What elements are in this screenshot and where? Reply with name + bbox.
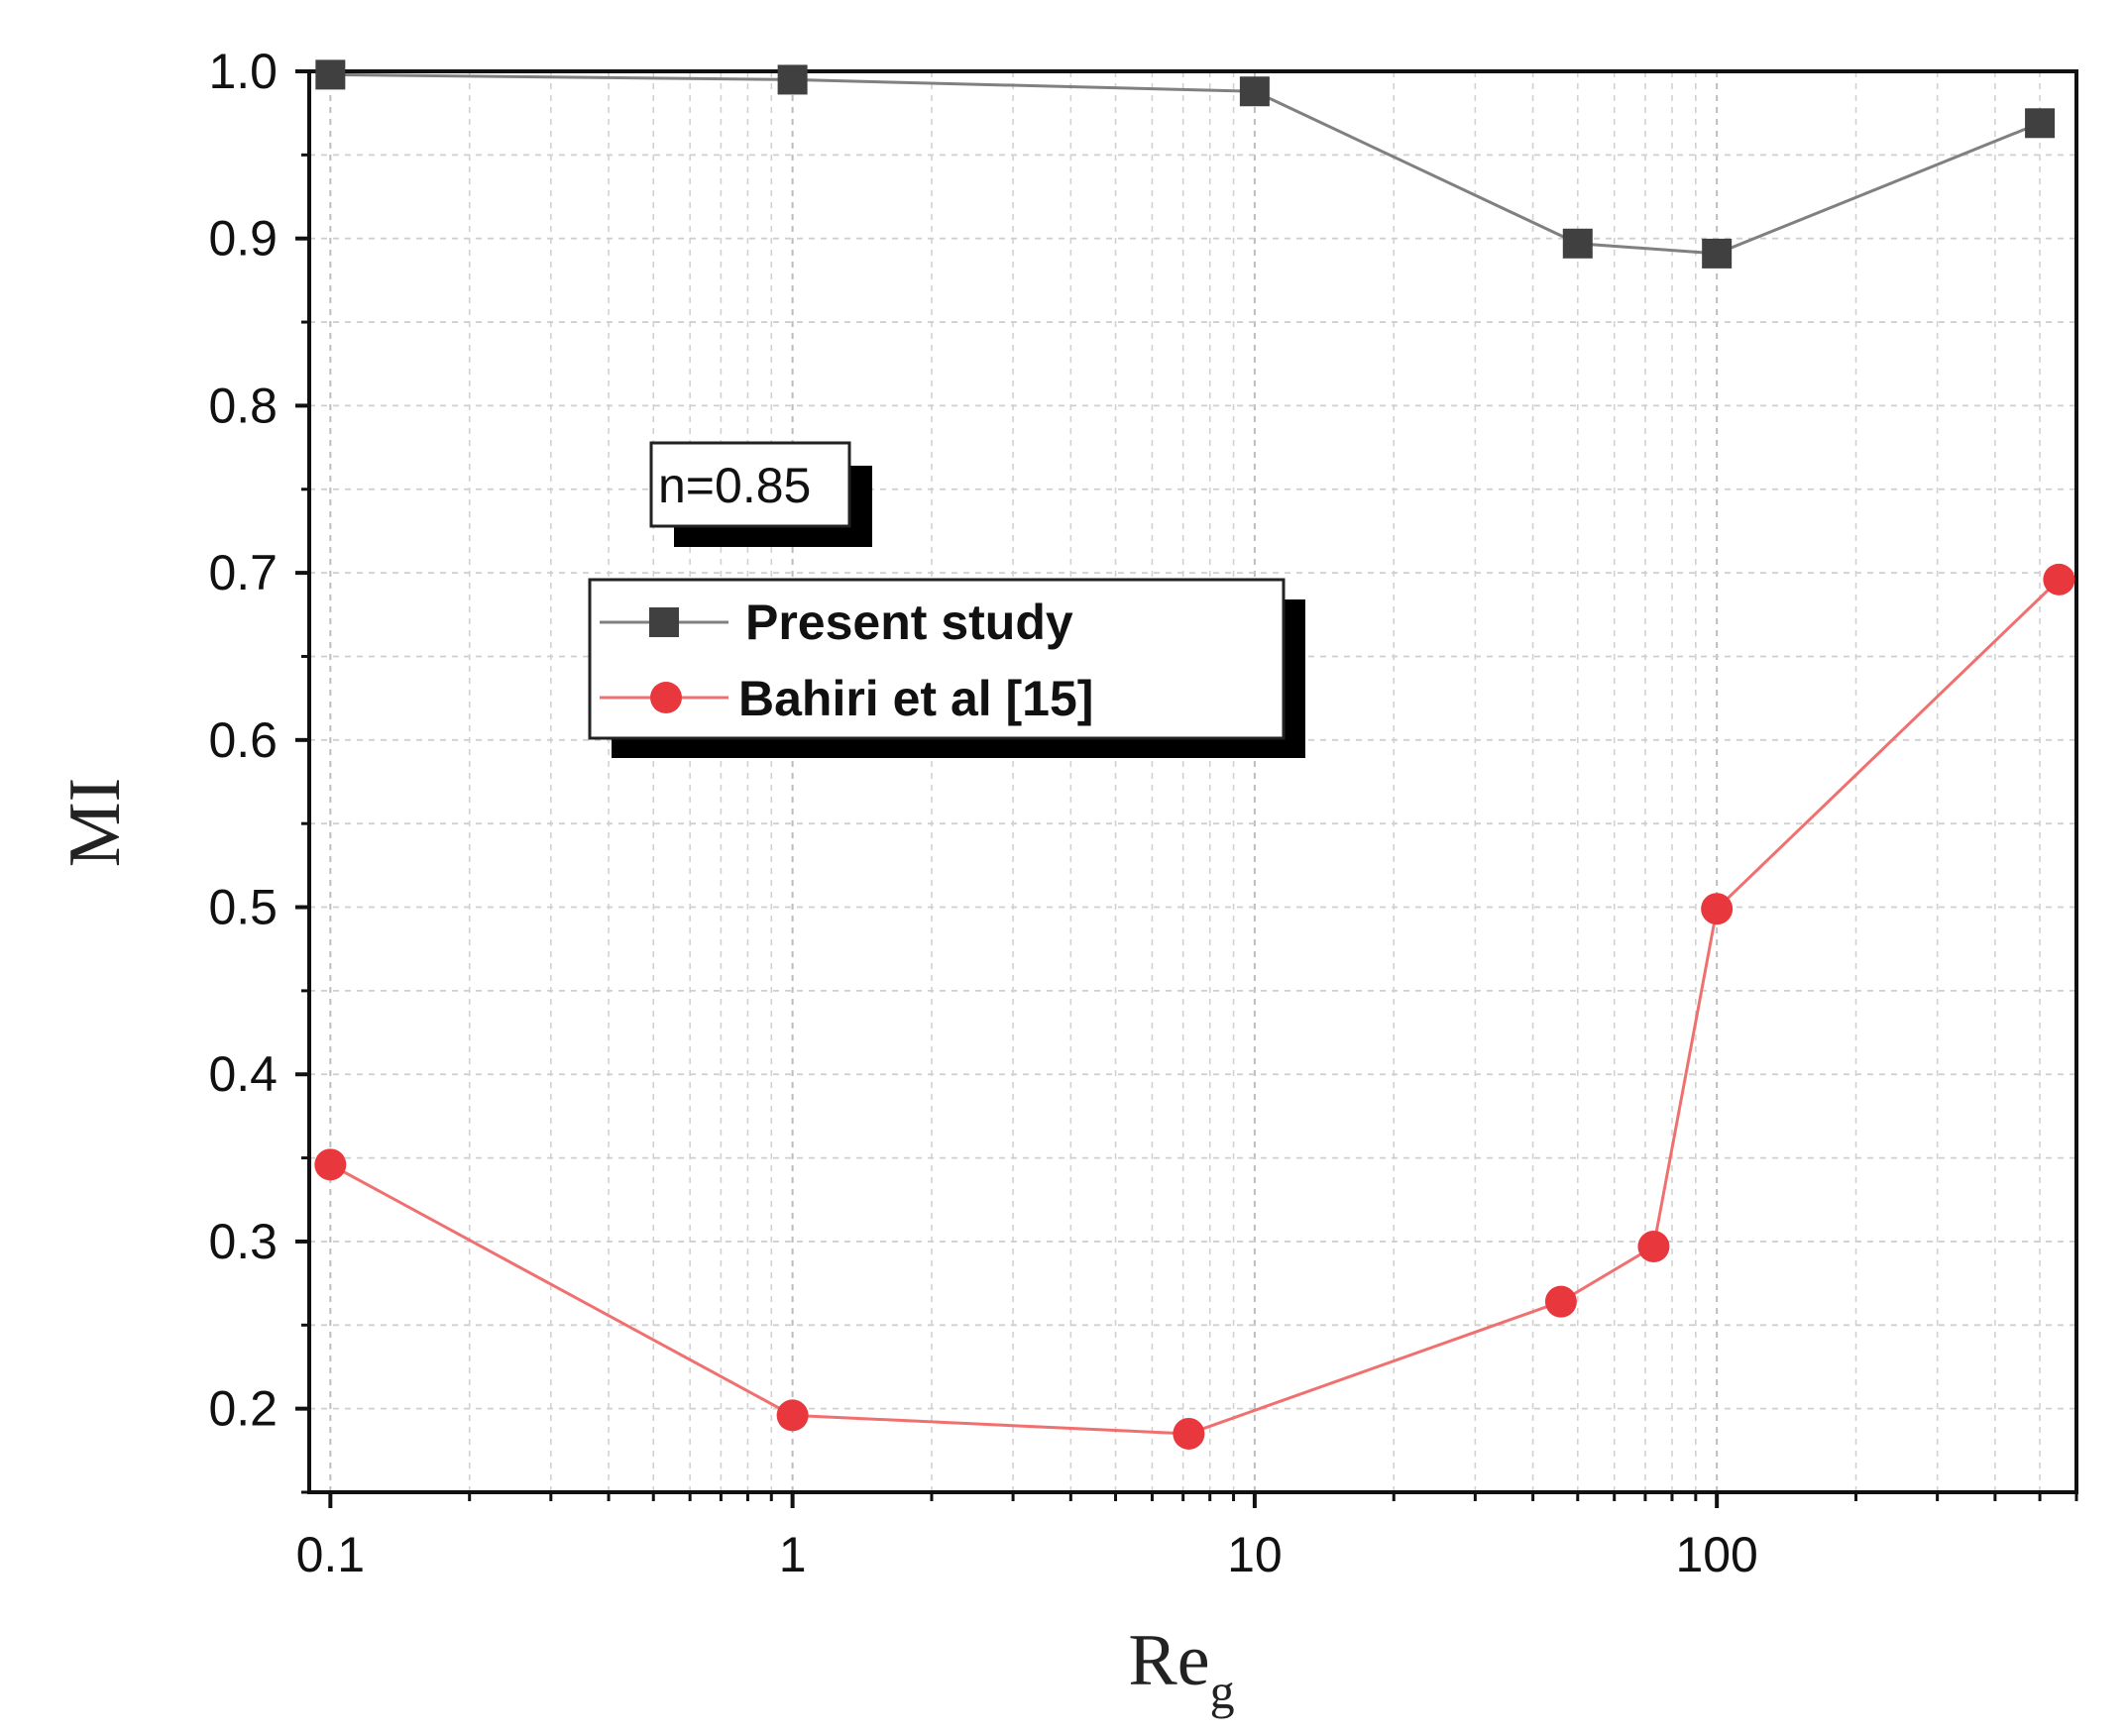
data-point-circle: [1173, 1417, 1205, 1450]
x-axis-title-main: Re: [1128, 1620, 1209, 1701]
y-axis-title: MI: [55, 778, 136, 867]
series-bahiri: [314, 563, 2075, 1450]
series-line: [330, 72, 2041, 256]
data-point-circle: [1701, 893, 1734, 925]
series-present-study: [315, 59, 2056, 269]
legend: Present study Bahiri et al [15]: [588, 578, 1305, 758]
x-tick-label: 0.1: [296, 1527, 366, 1582]
y-tick-label: 0.4: [208, 1046, 278, 1102]
y-tick-label: 0.6: [208, 712, 278, 768]
series-layer: [314, 59, 2075, 1450]
legend-label-present-study: Present study: [745, 595, 1073, 650]
grid: [309, 70, 2077, 1493]
y-tick-label: 0.7: [208, 545, 278, 600]
legend-label-bahiri: Bahiri et al [15]: [738, 671, 1093, 726]
y-tick-label: 0.8: [208, 378, 278, 433]
data-point-square: [777, 64, 808, 95]
y-tick-label: 0.9: [208, 211, 278, 267]
x-axis-title: Reg: [1128, 1620, 1234, 1719]
data-point-circle: [1544, 1285, 1577, 1318]
data-point-circle: [314, 1148, 347, 1181]
plot-frame: [307, 69, 2078, 1494]
y-tick-label: 0.3: [208, 1214, 278, 1269]
data-point-circle: [776, 1399, 809, 1432]
legend-marker-present-study: [649, 607, 679, 637]
data-point-square: [1562, 228, 1593, 259]
x-tick-label: 10: [1227, 1527, 1283, 1582]
data-point-circle: [2043, 563, 2075, 596]
y-tick-label: 0.2: [208, 1381, 278, 1437]
annotation-frame: [649, 441, 851, 528]
y-tick-label: 0.5: [208, 880, 278, 935]
axes: 0.2 0.3 0.4 0.5 0.6 0.7 0.8 0.9 1.0 0.1 1 10 100: [208, 44, 2078, 1582]
y-tick-label: 1.0: [208, 44, 278, 99]
x-tick-label: 100: [1675, 1527, 1757, 1582]
data-point-square: [315, 59, 346, 90]
x-tick-label: 1: [779, 1527, 807, 1582]
legend-marker-bahiri: [650, 682, 682, 713]
data-point-square: [2025, 108, 2056, 139]
data-point-square: [1702, 238, 1733, 269]
data-point-square: [1239, 76, 1270, 107]
legend-frame: [588, 578, 1286, 740]
data-point-circle: [1637, 1231, 1670, 1263]
x-axis-title-subscript: g: [1210, 1664, 1235, 1719]
annotation-box: n=0.85: [649, 441, 872, 547]
annotation-text: n=0.85: [658, 458, 811, 513]
